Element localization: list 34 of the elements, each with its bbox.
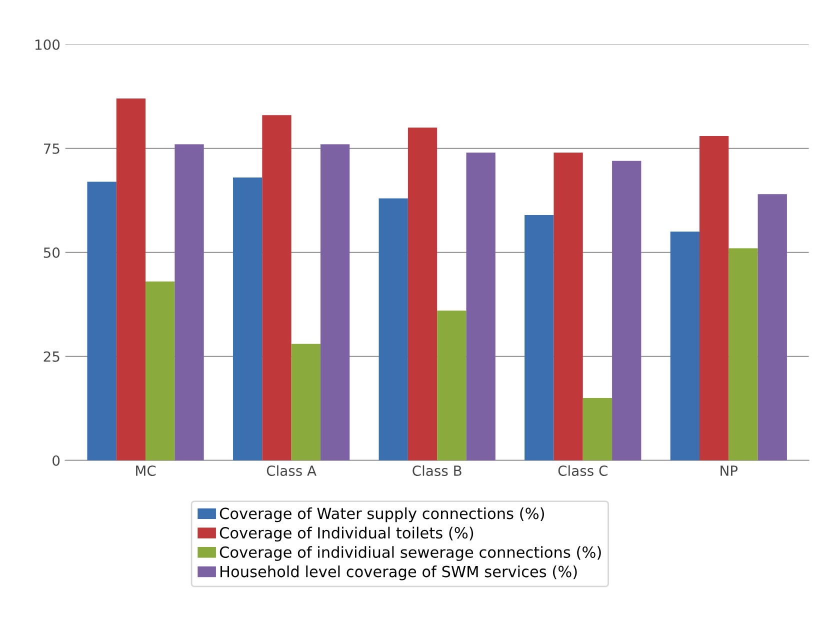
bar	[408, 128, 438, 460]
bar	[87, 182, 116, 460]
bar	[116, 98, 146, 460]
legend-label: Coverage of Water supply connections (%)	[220, 507, 544, 522]
bar	[612, 160, 642, 460]
bar	[699, 136, 729, 460]
bar	[554, 152, 583, 460]
bar	[758, 194, 787, 460]
bar	[262, 115, 292, 460]
bar	[174, 144, 204, 460]
bar	[437, 310, 466, 460]
legend-label: Household level coverage of SWM services (%)	[220, 566, 577, 580]
bar	[233, 178, 262, 460]
bar	[524, 214, 554, 460]
y-tick-label: 75	[44, 144, 60, 154]
bar	[378, 198, 408, 460]
bar	[320, 144, 350, 460]
bar	[466, 152, 496, 460]
x-tick-label: MC	[136, 465, 156, 476]
y-tick-label: 100	[36, 39, 60, 50]
bar	[670, 232, 700, 460]
x-tick-label: Class A	[266, 465, 316, 476]
x-tick-label: Class B	[412, 465, 462, 476]
bar	[728, 248, 758, 460]
y-tick-label: 25	[44, 351, 60, 362]
x-tick-label: NP	[720, 466, 738, 476]
y-tick-label: 50	[44, 247, 60, 258]
y-tick-label: 0	[52, 455, 60, 466]
legend-label: Coverage of Individual toilets (%)	[220, 526, 474, 542]
bar	[291, 344, 320, 460]
x-tick-label: Class C	[558, 465, 608, 476]
legend-label: Coverage of individiual sewerage connections (%)	[220, 546, 601, 561]
bar	[146, 282, 175, 460]
bar	[582, 398, 612, 460]
